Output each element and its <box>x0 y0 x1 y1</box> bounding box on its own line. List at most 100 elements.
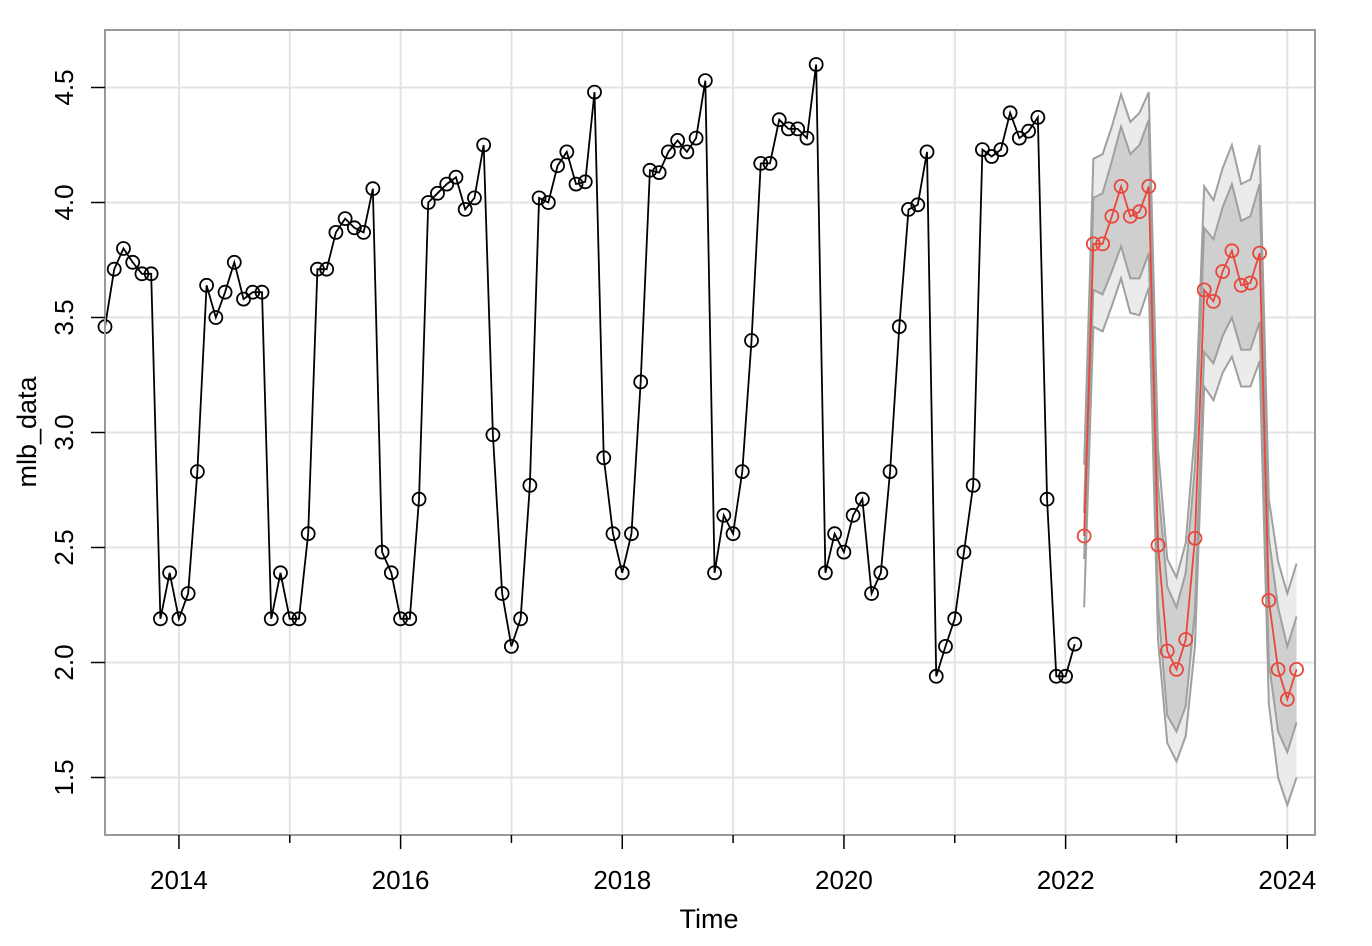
observed-point <box>1021 123 1036 139</box>
observed-point <box>254 284 270 300</box>
forecast-point <box>1085 236 1101 252</box>
observed-point <box>513 611 529 627</box>
forecast-point <box>1104 208 1120 224</box>
series-layer <box>97 57 1304 707</box>
observed-point <box>393 611 408 627</box>
observed-point <box>420 195 436 210</box>
y-tick-label: 2.5 <box>49 529 79 565</box>
prediction-intervals <box>1083 91 1298 809</box>
observed-point <box>993 142 1009 158</box>
y-tick-label: 2.0 <box>49 644 79 680</box>
x-tick-label: 2016 <box>372 865 430 895</box>
forecast-point <box>1113 178 1129 194</box>
observed-point <box>522 477 538 493</box>
x-axis-title: Time <box>680 904 739 934</box>
observed-point <box>476 137 492 153</box>
observed-point <box>365 181 381 197</box>
observed-line <box>104 64 1076 678</box>
forecast-point <box>1187 530 1203 546</box>
observed-point <box>1030 110 1046 125</box>
observed-point <box>670 132 686 148</box>
forecast-point <box>1076 528 1092 544</box>
observed-point <box>660 144 676 160</box>
observed-point <box>1058 668 1073 684</box>
observed-point <box>430 185 445 201</box>
observed-point <box>199 277 214 293</box>
observed-point <box>457 201 473 217</box>
observed-point <box>762 155 778 171</box>
observed-point <box>531 190 547 206</box>
observed-point <box>716 507 732 523</box>
observed-point <box>291 611 307 627</box>
observed-point <box>975 142 990 158</box>
observed-point <box>799 130 815 146</box>
observed-point <box>310 261 325 277</box>
forecast-point <box>1270 662 1286 677</box>
forecast-point <box>1289 662 1304 677</box>
observed-point <box>707 565 722 581</box>
observed-point <box>485 427 501 443</box>
observed-point <box>688 130 704 146</box>
forecast-point <box>1150 537 1166 553</box>
observed-point <box>300 526 316 542</box>
observed-point <box>919 144 935 160</box>
observed-point <box>125 254 141 270</box>
observed-point <box>383 565 399 581</box>
forecast-point <box>1159 643 1175 659</box>
observed-point <box>1067 636 1083 652</box>
forecast-point <box>1141 178 1157 194</box>
observed-point <box>873 565 889 581</box>
observed-point <box>642 162 658 178</box>
x-tick-label: 2014 <box>150 865 208 895</box>
observed-point <box>171 611 187 627</box>
observed-point <box>236 291 251 307</box>
observed-point <box>845 507 861 523</box>
observed-point <box>245 284 261 300</box>
observed-point <box>734 464 750 480</box>
observed-point <box>143 266 159 282</box>
interval-80-lower <box>1083 242 1298 756</box>
observed-point <box>781 121 796 137</box>
observed-point <box>984 149 1000 164</box>
observed-point <box>651 165 667 181</box>
y-tick-label: 4.0 <box>49 184 79 220</box>
observed-point <box>947 611 963 627</box>
observed-point <box>402 611 418 627</box>
observed-point <box>854 491 870 507</box>
observed-point <box>827 526 843 542</box>
observed-point <box>818 565 833 581</box>
observed-point <box>938 639 953 654</box>
observed-point <box>448 169 464 185</box>
forecast-point <box>1233 277 1249 293</box>
observed-point <box>624 526 639 542</box>
observed-point <box>577 174 593 190</box>
observed-point <box>836 544 852 560</box>
observed-point <box>901 201 916 217</box>
y-axis-title: mlb_data <box>12 375 42 487</box>
observed-point <box>771 112 787 128</box>
observed-point <box>346 220 362 236</box>
observed-point <box>226 254 242 270</box>
observed-point <box>153 611 168 627</box>
forecast-point <box>1252 245 1268 261</box>
observed-point <box>494 586 510 601</box>
observed-point <box>910 197 926 213</box>
x-tick-label: 2020 <box>815 865 873 895</box>
observed-point <box>605 526 621 542</box>
forecast-point <box>1242 275 1258 291</box>
observed-point <box>319 261 335 277</box>
observed-point <box>587 84 602 100</box>
observed-point <box>162 565 178 581</box>
observed-point <box>928 668 944 684</box>
x-tick-label: 2024 <box>1258 865 1316 895</box>
observed-point <box>273 565 288 581</box>
forecast-point <box>1095 236 1110 252</box>
forecast-point <box>1169 662 1184 677</box>
observed-point <box>568 176 584 192</box>
observed-point <box>328 224 344 240</box>
observed-point <box>411 491 427 507</box>
x-tick-label: 2018 <box>593 865 651 895</box>
forecast-point <box>1206 293 1221 309</box>
y-tick-label: 1.5 <box>49 759 79 795</box>
